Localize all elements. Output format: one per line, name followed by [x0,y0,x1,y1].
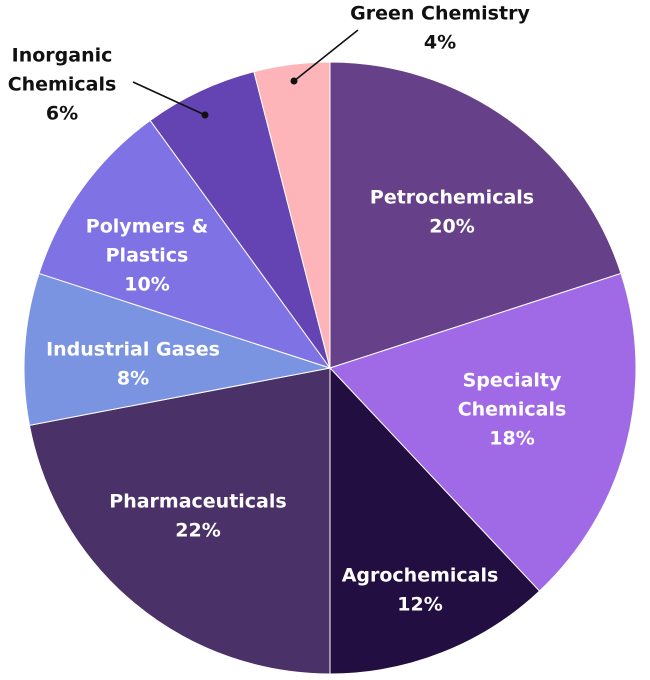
slice-percent: 22% [175,520,220,542]
slice-percent: 12% [397,594,442,616]
leader-dot-inorganic-chemicals [201,111,209,119]
slice-label-agrochemicals: Agrochemicals 12% [342,565,499,616]
slice-name: Chemicals [458,399,567,421]
slice-name: Pharmaceuticals [109,491,286,513]
slice-label-specialty-chemicals: Specialty Chemicals 18% [458,370,567,450]
slice-label-industrial-gases: Industrial Gases 8% [46,339,220,390]
slice-percent: 10% [124,274,169,296]
slice-name: Inorganic [12,45,113,67]
slice-name: Polymers & [86,216,208,238]
slice-labels: Petrochemicals 20% Specialty Chemicals 18% Ag… [8,3,567,616]
leader-line-inorganic-chemicals [132,81,206,116]
slice-name: Green Chemistry [350,3,530,25]
slice-percent: 18% [489,428,534,450]
pie-slice-specialty-chemicals [329,272,637,592]
pie-slice-polymers-and-plastics [38,119,332,369]
slice-percent: 4% [424,32,456,54]
slice-name: Industrial Gases [46,339,220,361]
slice-name: Petrochemicals [370,187,534,209]
slice-percent: 20% [429,216,474,238]
slice-label-polymers-and-plastics: Polymers & Plastics 10% [86,216,208,296]
slice-name: Chemicals [8,74,117,96]
slice-name: Specialty [463,370,562,392]
pie-slice-green-chemistry [253,61,331,369]
slice-label-pharmaceuticals: Pharmaceuticals 22% [109,491,286,542]
slice-name: Agrochemicals [342,565,499,587]
pie-slice-pharmaceuticals [28,367,331,675]
pie-slice-industrial-gases [23,272,331,426]
pie-slice-agrochemicals [329,366,541,675]
leader-line-green-chemistry [293,29,359,82]
pie-slice-petrochemicals [329,61,622,369]
slice-label-petrochemicals: Petrochemicals 20% [370,187,534,238]
slice-label-inorganic-chemicals: Inorganic Chemicals 6% [8,45,117,125]
slice-percent: 6% [46,103,78,125]
slice-name: Plastics [106,245,189,267]
leader-lines [132,29,359,119]
slice-label-green-chemistry: Green Chemistry 4% [350,3,530,54]
slice-percent: 8% [117,368,149,390]
pie-slices [23,61,637,675]
leader-dot-green-chemistry [290,77,298,85]
